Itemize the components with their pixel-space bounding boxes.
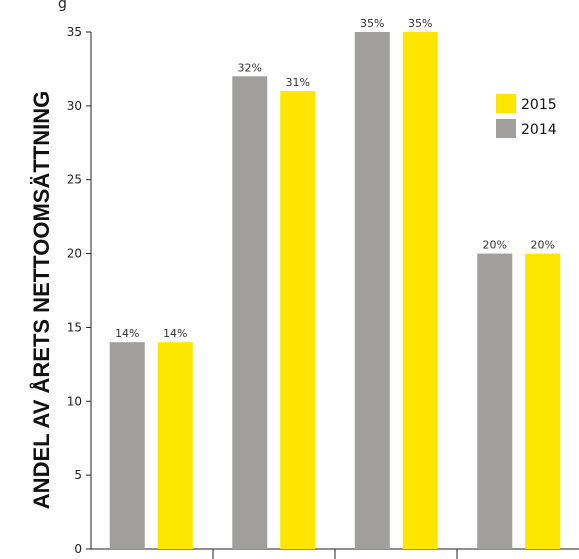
bar-2014 <box>477 253 513 550</box>
y-tick-label: 30 <box>67 99 82 113</box>
y-tick-label: 5 <box>74 468 82 482</box>
y-tick-label: 10 <box>67 394 82 408</box>
bar-2015 <box>525 253 561 550</box>
data-label: 14% <box>163 327 187 340</box>
legend: 2015 2014 <box>496 94 557 138</box>
y-ticks: 0 5 10 15 20 25 30 35 <box>67 25 91 556</box>
y-axis-label: ANDEL AV ÅRETS NETTOOMSÄTTNING <box>28 91 54 509</box>
bars <box>109 32 561 550</box>
data-label: 32% <box>238 61 262 74</box>
legend-swatch-2014 <box>496 119 516 138</box>
x-category-ticks <box>212 549 458 559</box>
y-tick-label: 0 <box>74 542 82 556</box>
top-cut-text: g <box>58 0 67 12</box>
bar-2015 <box>402 32 438 549</box>
data-label: 35% <box>360 17 384 30</box>
y-tick-label: 35 <box>67 25 82 39</box>
data-label: 20% <box>531 239 555 252</box>
legend-swatch-2015 <box>496 94 516 113</box>
y-tick-label: 15 <box>67 320 82 334</box>
bar-2014 <box>354 32 390 549</box>
data-label: 35% <box>408 17 432 30</box>
bar-2015 <box>280 91 316 549</box>
bar-2015 <box>157 342 193 549</box>
y-tick-label: 20 <box>67 247 82 261</box>
legend-label: 2014 <box>521 122 557 138</box>
data-label: 14% <box>115 327 139 340</box>
data-labels: 14% 14% 32% 31% 35% 35% 20% 20% <box>115 17 555 340</box>
data-label: 20% <box>483 239 507 252</box>
data-label: 31% <box>286 76 310 89</box>
y-tick-label: 25 <box>67 173 82 187</box>
legend-label: 2015 <box>521 97 557 113</box>
bar-2014 <box>109 342 145 549</box>
bar-2014 <box>232 76 268 550</box>
